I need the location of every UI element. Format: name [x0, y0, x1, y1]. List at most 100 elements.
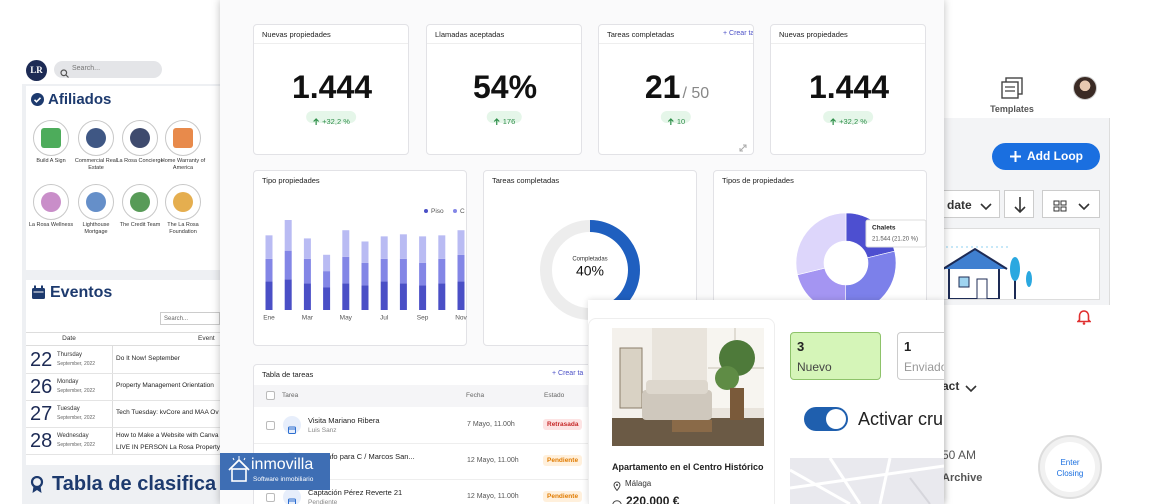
status-box[interactable]: 1 Enviado — [897, 332, 944, 380]
event-title[interactable]: Property Management Orientation — [116, 382, 214, 389]
event-title[interactable]: LIVE IN PERSON La Rosa Property — [116, 444, 221, 451]
section-title: Afiliados — [48, 91, 112, 108]
expand-icon-svg — [739, 144, 747, 152]
add-loop-button[interactable]: Add Loop — [992, 143, 1100, 170]
calendar-icon — [31, 285, 46, 305]
bar-segment — [284, 279, 292, 310]
events-search[interactable]: Search... — [160, 312, 220, 325]
task-name[interactable]: Visita Mariano Ribera — [308, 416, 380, 425]
event-month: September, 2022 — [57, 388, 96, 394]
event-title[interactable]: Tech Tuesday: kvCore and MAA Ov — [116, 409, 219, 416]
event-title[interactable]: Do It Now! September — [116, 355, 180, 362]
sort-direction-button[interactable] — [1004, 190, 1034, 218]
bar-segment — [380, 281, 388, 310]
task-name[interactable]: fotógrafo para C / Marcos San... — [308, 452, 415, 461]
status-pill: Pendiente — [543, 491, 583, 502]
affiliate-emblem — [130, 192, 150, 212]
brand-house-svg — [228, 456, 250, 482]
search-icon-svg — [60, 69, 69, 78]
affiliate-name: La Rosa Wellness — [28, 222, 74, 228]
x-tick-label: Sep — [417, 315, 429, 322]
delta-text: 176 — [502, 117, 516, 126]
section-title: Tabla de clasifica — [52, 473, 217, 495]
event-title[interactable]: How to Make a Website with Canva — [116, 432, 219, 439]
bar-segment — [284, 250, 292, 280]
affiliate-emblem — [86, 192, 106, 212]
affiliate-name: Lighthouse Mortgage — [82, 222, 110, 235]
affiliate-name: Build A Sign — [36, 158, 66, 164]
checkbox[interactable] — [266, 493, 275, 502]
affiliate-logo[interactable] — [122, 120, 158, 156]
bar-segment — [457, 254, 465, 282]
archive-link[interactable]: Archive — [942, 472, 983, 484]
bar-segment — [323, 271, 331, 288]
card: Tareas completadas + Crear ta 21/ 50 10 — [598, 24, 754, 155]
event-day: 26 — [30, 376, 53, 398]
arrow-up-icon — [829, 113, 837, 131]
sort-dropdown[interactable]: date — [940, 190, 1000, 218]
left-panel: LR Search... Afiliados Build A Sign Commerci… — [22, 58, 222, 504]
map — [789, 457, 944, 504]
bar-segment — [419, 236, 427, 263]
toggle-switch[interactable] — [804, 407, 848, 431]
legend-swatch — [424, 209, 428, 213]
kpi-delta: +32,2 % — [306, 111, 356, 126]
card-action[interactable]: + Crear ta — [723, 30, 754, 37]
card-action[interactable]: + Crear ta — [552, 370, 584, 377]
tooltip-text: 21.544 (21.20 %) — [872, 237, 918, 243]
ribbon-icon-svg — [30, 475, 44, 493]
affiliate-logo[interactable] — [33, 120, 69, 156]
legend-swatch — [453, 209, 457, 213]
bar-segment — [361, 241, 369, 263]
bar-segment — [457, 281, 465, 310]
bar-segment — [284, 220, 292, 251]
affiliate-logo[interactable] — [165, 184, 201, 220]
x-tick-label: Mar — [302, 315, 314, 322]
bar-segment — [303, 283, 311, 310]
checkbox[interactable] — [266, 421, 275, 430]
bar-segment — [342, 283, 350, 310]
map-svg — [789, 457, 944, 504]
donut-value: 40% — [576, 263, 604, 279]
bell-icon-svg — [1076, 310, 1092, 325]
tooltip-title: Chalets — [872, 225, 896, 232]
avatar[interactable] — [1073, 76, 1097, 100]
bar-segment — [265, 281, 273, 310]
toggle-knob — [826, 409, 846, 429]
row-divider — [26, 400, 222, 401]
affiliate-logo[interactable] — [33, 184, 69, 220]
checkbox[interactable] — [266, 391, 275, 400]
brand-tagline: Software inmobiliario — [253, 476, 314, 483]
affiliate-logo[interactable] — [78, 184, 114, 220]
status-box[interactable]: 3 Nuevo — [790, 332, 881, 380]
task-name[interactable]: Captación Pérez Reverte 21 — [308, 488, 403, 497]
status-count: 1 — [904, 339, 912, 354]
kpi-value: 1.444 — [254, 69, 408, 106]
view-toggle[interactable] — [1042, 190, 1100, 218]
plus-icon — [1009, 150, 1022, 168]
affiliate-name: Commercial Real Estate — [74, 158, 118, 171]
kpi-delta: 176 — [486, 111, 522, 126]
event-weekday: Thursday — [57, 352, 83, 358]
kpi-number: 21 — [644, 69, 681, 105]
arrow-up-icon-svg — [830, 118, 837, 125]
property-card[interactable]: Apartamento en el Centro Histórico Málaga… — [588, 318, 775, 504]
affiliate-emblem — [130, 128, 150, 148]
chevron — [1077, 199, 1091, 217]
affiliate-logo[interactable] — [78, 120, 114, 156]
enter-closing-button[interactable]: Enter Closing — [1038, 435, 1102, 499]
row-divider — [26, 427, 222, 428]
affiliate-emblem — [41, 128, 61, 148]
status-filter[interactable]: act — [942, 379, 960, 393]
bar-segment — [265, 235, 273, 259]
chevron — [979, 199, 993, 217]
nav-label[interactable]: Templates — [990, 104, 1034, 114]
search-box[interactable]: Search... — [54, 61, 162, 78]
events-card: Eventos Search... Date Event 22 Thursday Septe… — [26, 280, 222, 465]
affiliate-logo[interactable] — [165, 120, 201, 156]
check-icon-svg — [31, 93, 44, 106]
bar-segment — [265, 258, 273, 282]
affiliate-logo[interactable] — [122, 184, 158, 220]
status-pill: Pendiente — [543, 455, 583, 466]
delta-text: +32,2 % — [322, 117, 350, 126]
